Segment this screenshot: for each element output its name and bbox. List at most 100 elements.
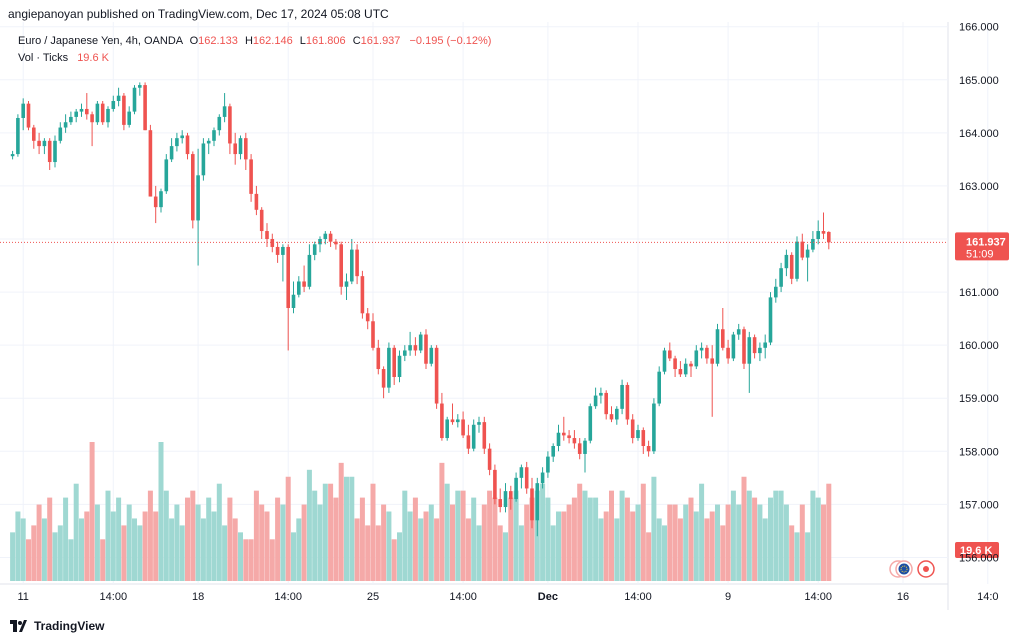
time-tick-label: 11 bbox=[17, 591, 28, 603]
candle bbox=[196, 175, 200, 221]
volume-bar bbox=[609, 490, 614, 581]
volume-bar bbox=[810, 490, 816, 581]
ohlc-c-value: 161.937 bbox=[361, 35, 401, 47]
candle bbox=[827, 231, 831, 243]
volume-bar bbox=[375, 525, 381, 581]
candle bbox=[604, 392, 608, 415]
candle bbox=[652, 403, 656, 452]
candle bbox=[175, 138, 179, 147]
candle bbox=[546, 456, 550, 473]
candle bbox=[673, 358, 677, 370]
time-tick-label: 14:00 bbox=[274, 591, 302, 603]
candle bbox=[312, 244, 317, 255]
volume-bar bbox=[238, 532, 243, 581]
candle bbox=[100, 103, 105, 123]
volume-bar bbox=[704, 518, 710, 581]
candle bbox=[477, 422, 481, 425]
candle bbox=[90, 114, 94, 123]
time-tick-label: 16 bbox=[897, 591, 909, 603]
volume-bar bbox=[52, 532, 58, 581]
volume-bar bbox=[439, 462, 445, 581]
candle bbox=[355, 249, 359, 277]
volume-bar bbox=[312, 490, 318, 581]
candle bbox=[821, 231, 826, 234]
price-tick-label: 159.000 bbox=[959, 393, 999, 405]
eu-flag-icon[interactable] bbox=[897, 562, 911, 576]
time-tick-label: 14:00 bbox=[624, 591, 652, 603]
price-tick-label: 156.000 bbox=[959, 552, 999, 564]
volume-bar bbox=[598, 518, 604, 581]
volume-bar bbox=[110, 511, 116, 581]
volume-bar bbox=[386, 511, 392, 581]
candle bbox=[69, 116, 73, 123]
volume-bar bbox=[259, 504, 265, 581]
volume-bar bbox=[471, 497, 477, 581]
volume-bar bbox=[709, 511, 715, 581]
volume-bar bbox=[481, 504, 487, 581]
volume-bar bbox=[301, 504, 307, 581]
candle bbox=[646, 446, 651, 452]
volume-bar bbox=[508, 497, 514, 581]
candle bbox=[79, 108, 84, 112]
candle bbox=[222, 106, 227, 117]
volume-bar bbox=[57, 525, 63, 581]
volume-bar bbox=[100, 539, 106, 581]
candle bbox=[143, 85, 147, 131]
candle bbox=[42, 140, 47, 147]
candle bbox=[487, 448, 492, 470]
time-tick-label: 14:00 bbox=[100, 591, 128, 603]
ohlc-o-value: 162.133 bbox=[198, 35, 238, 47]
chart-frame[interactable]: 161.937 51:09 19.6 K 166.000 165.000 164.000… bbox=[0, 22, 1024, 610]
candle bbox=[721, 329, 725, 348]
volume-bar bbox=[105, 490, 111, 581]
candle bbox=[615, 408, 619, 420]
volume-bar bbox=[513, 490, 519, 581]
volume-bar bbox=[587, 497, 593, 581]
candle bbox=[153, 196, 158, 208]
candle bbox=[191, 154, 195, 221]
volume-bar bbox=[444, 483, 450, 581]
ohlc-h-value: 162.146 bbox=[253, 35, 293, 47]
candle bbox=[201, 143, 206, 176]
volume-bar bbox=[545, 497, 551, 581]
candle bbox=[774, 286, 778, 298]
candle bbox=[789, 254, 794, 279]
candle bbox=[811, 239, 815, 250]
volume-bar bbox=[699, 483, 705, 581]
volume-bar bbox=[646, 532, 652, 581]
candle bbox=[26, 103, 31, 128]
volume-bar bbox=[651, 476, 657, 581]
candle bbox=[699, 347, 704, 351]
price-axis[interactable]: 166.000 165.000 164.000 163.000 161.000 160.0… bbox=[959, 22, 999, 565]
volume-bar bbox=[566, 504, 572, 581]
volume-bar bbox=[672, 504, 678, 581]
last-volume-tag bbox=[955, 542, 999, 558]
candle bbox=[169, 146, 174, 160]
volume-bar bbox=[26, 539, 31, 581]
candle bbox=[731, 334, 736, 359]
volume-bar bbox=[291, 532, 296, 581]
candle bbox=[524, 467, 529, 489]
candle bbox=[816, 231, 820, 239]
candle bbox=[461, 419, 465, 436]
candle bbox=[763, 342, 767, 348]
volume-bar bbox=[619, 490, 625, 581]
volume-bar bbox=[296, 518, 302, 581]
candle bbox=[286, 246, 290, 308]
candle bbox=[281, 246, 285, 255]
candle bbox=[657, 371, 661, 404]
volume-bar bbox=[614, 518, 620, 581]
volume-bar bbox=[826, 483, 832, 581]
volume-bar bbox=[640, 483, 646, 581]
volume-bar bbox=[322, 483, 328, 581]
price-tick-label: 157.000 bbox=[959, 499, 999, 511]
candle bbox=[328, 233, 333, 242]
volume-bar bbox=[10, 532, 16, 581]
volume-bar bbox=[163, 490, 169, 581]
time-axis[interactable]: 11 14:00 18 14:00 25 14:00 Dec 14:00 9 14:00 16 14:… bbox=[17, 591, 998, 603]
time-tick-label: 9 bbox=[725, 591, 731, 603]
volume-bar bbox=[460, 490, 466, 581]
last-volume-label: 19.6 K bbox=[960, 545, 992, 557]
candle bbox=[683, 363, 688, 375]
